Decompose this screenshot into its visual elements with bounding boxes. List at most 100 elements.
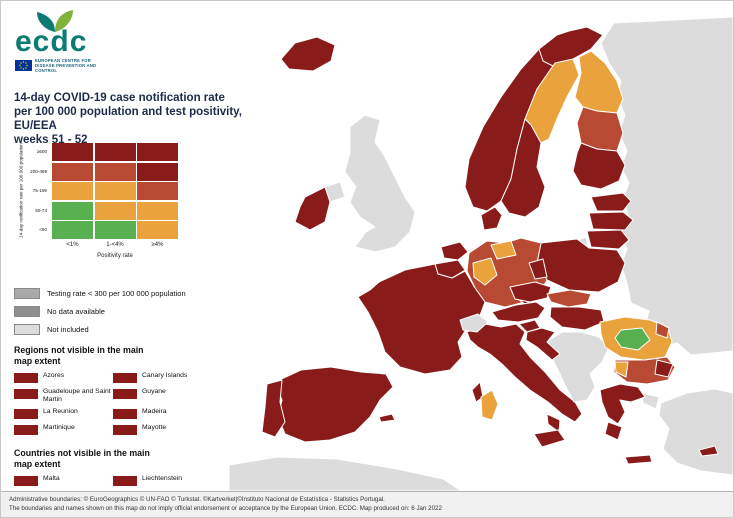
region-swatch [113,389,137,399]
region-swatch [113,476,137,486]
matrix-cell-5 [137,162,178,181]
map-iceland [280,36,336,72]
legend-item: Liechtenstein [113,475,231,486]
legend-item: Mayotte [113,424,231,435]
ecdc-wordmark: ecdc [15,25,88,58]
matrix-cell-6 [52,182,93,200]
map-finland-south [572,142,626,190]
extra-legend-item-0: Testing rate < 300 per 100 000 populatio… [14,288,186,299]
region-label: Martinique [43,424,75,431]
map-portugal [261,379,286,438]
logo-subtitle: EUROPEAN CENTRE FOR DISEASE PREVENTION A… [35,58,97,73]
matrix-cell-7 [94,182,136,200]
matrix-col-label-0: <1% [66,242,79,248]
legend-matrix: 14-day notification rate per 100 000 pop… [14,143,189,268]
map-romania-east [655,321,670,339]
map-france [357,263,486,375]
map-germany-east [528,258,548,280]
map-italy-toe [546,413,561,433]
map-greece [599,383,646,425]
regions-grid: Azores Canary Islands Guadeloupe and Saint… [14,372,242,435]
map-title: 14-day COVID-19 case notification rate p… [14,91,254,147]
legend-label: No data available [47,307,105,316]
legend-item: Guadeloupe and Saint Martin [14,388,113,403]
map-denmark [480,206,503,231]
extra-legend-item-2: Not included [14,324,186,335]
legend-item: La Reunion [14,408,113,419]
matrix-row-label-1: 200-499 [30,168,47,174]
matrix-row-labels: ≥500 200-499 75-199 50-74 <50 [24,143,49,239]
map-spain [274,366,394,443]
legend-label: Not included [47,325,89,334]
extra-legend-item-1: No data available [14,306,186,317]
legend-item: Martinique [14,424,113,435]
region-swatch [14,373,38,383]
map-ireland [294,186,331,231]
matrix-row-label-3: 50-74 [35,207,47,213]
matrix-cell-1 [94,143,136,161]
map-hungary [549,306,605,331]
region-label: Guadeloupe and Saint Martin [43,388,111,403]
matrix-cell-0 [52,143,93,161]
region-swatch [14,476,38,486]
eu-flag-icon [15,58,32,76]
map-germany-west [472,257,498,286]
map-bulgaria-east [654,359,674,378]
legend-item: Madeira [113,408,231,419]
matrix-cell-9 [52,201,93,220]
map-croatia [525,327,561,361]
map-bulgaria-west [614,361,629,378]
map-turkey [658,388,733,476]
map-italy [466,323,583,423]
legend-item: Malta [14,475,113,486]
matrix-cell-14 [137,221,178,239]
region-label: Azores [43,372,65,379]
map-czechia [509,281,552,303]
region-swatch [113,409,137,419]
matrix-cell-2 [137,143,178,161]
title-line-1: 14-day COVID-19 case notification rate [14,92,225,104]
legend-swatch [14,324,40,335]
regions-block: Regions not visible in the main map exte… [14,345,242,435]
legend-label: Testing rate < 300 per 100 000 populatio… [47,289,186,298]
matrix-cell-3 [52,162,93,181]
matrix-col-label-2: ≥4% [151,242,164,248]
title-line-2: per 100 000 population and test positivi… [14,106,242,132]
region-label: La Reunion [43,408,78,415]
region-label: Liechtenstein [142,475,183,482]
matrix-cell-10 [94,201,136,220]
legend-swatch [14,288,40,299]
extra-legend: Testing rate < 300 per 100 000 populatio… [14,288,186,342]
legend-item: Guyane [113,388,231,403]
map-sardinia [480,389,499,421]
matrix-grid [52,143,178,239]
region-swatch [14,409,38,419]
countries-grid: Malta Liechtenstein [14,475,242,486]
regions-heading: Regions not visible in the main map exte… [14,345,144,366]
map-footer: Administrative boundaries: © EuroGeograp… [1,491,733,517]
map-netherlands [440,241,469,261]
map-turkey-thrace [641,392,660,410]
region-swatch [14,425,38,435]
footer-line-2: The boundaries and names shown on this m… [9,505,442,512]
matrix-row-label-2: 75-199 [32,188,47,193]
map-latvia [588,211,634,231]
region-label: Canary Islands [142,372,188,379]
region-swatch [14,389,38,399]
matrix-cell-12 [52,221,93,239]
legend-item: Azores [14,372,113,383]
matrix-x-axis-label: Positivity rate [97,253,133,259]
matrix-row-label-0: ≥500 [36,149,47,154]
region-label: Mayotte [142,424,167,431]
map-sweden-south [500,118,546,218]
map-romania-center [614,327,651,351]
matrix-cell-13 [94,221,136,239]
map-peloponnese [604,421,623,441]
legend-swatch [14,306,40,317]
map-slovakia [546,289,592,308]
map-norway-north [538,26,604,68]
matrix-row-label-4: <50 [39,227,47,232]
map-western-balkans [546,331,610,403]
map-slovenia [518,319,541,333]
